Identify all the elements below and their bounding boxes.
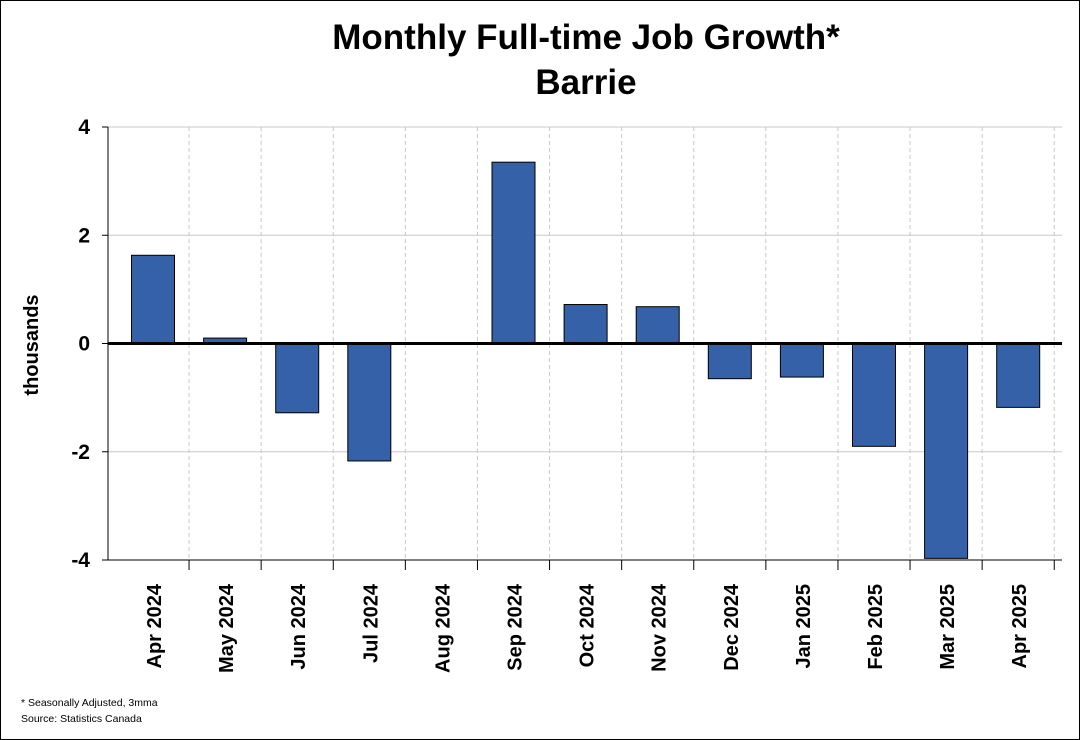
bar: [275, 343, 320, 414]
y-tick-label: 4: [78, 116, 90, 139]
x-tick-label: Feb 2025: [865, 584, 887, 670]
x-tick-label: Apr 2024: [144, 583, 166, 668]
bar: [563, 304, 608, 344]
y-tick-labels: 4 2 0 -2 -4: [71, 116, 90, 572]
x-tick-label: Jan 2025: [793, 584, 815, 669]
bar: [996, 343, 1041, 408]
footnote-seasonal: * Seasonally Adjusted, 3mma: [21, 697, 158, 709]
y-tick-label: -2: [71, 441, 90, 464]
chart-title: Monthly Full-time Job Growth*: [332, 18, 840, 57]
x-tick-label: Sep 2024: [505, 583, 527, 671]
bars: [131, 161, 1041, 559]
chart-subtitle: Barrie: [535, 63, 636, 102]
y-tick-label: -4: [71, 549, 90, 572]
x-tick-label: Dec 2024: [721, 583, 743, 671]
bar: [347, 343, 392, 462]
bar: [707, 343, 752, 380]
bar: [491, 161, 536, 344]
x-tick-label: Apr 2025: [1009, 584, 1031, 669]
axes: [102, 126, 1062, 570]
grid: [108, 126, 1062, 561]
bar: [779, 343, 824, 378]
x-tick-label: Mar 2025: [937, 584, 959, 670]
footnote-source: Source: Statistics Canada: [21, 713, 142, 725]
x-tick-labels: Apr 2024 May 2024 Jun 2024 Jul 2024 Aug 2024…: [144, 583, 1031, 673]
x-tick-label: May 2024: [216, 583, 238, 673]
bar: [131, 254, 175, 344]
x-tick-label: Nov 2024: [649, 583, 671, 672]
x-tick-label: Aug 2024: [432, 583, 454, 673]
x-tick-label: Oct 2024: [577, 583, 599, 667]
y-axis-label: thousands: [21, 294, 43, 395]
bar: [635, 306, 680, 345]
x-tick-label: Jul 2024: [360, 583, 382, 663]
y-tick-label: 0: [78, 333, 90, 356]
y-tick-label: 2: [78, 224, 90, 247]
bar: [924, 343, 969, 559]
bar: [852, 343, 896, 447]
x-tick-label: Jun 2024: [288, 583, 310, 669]
